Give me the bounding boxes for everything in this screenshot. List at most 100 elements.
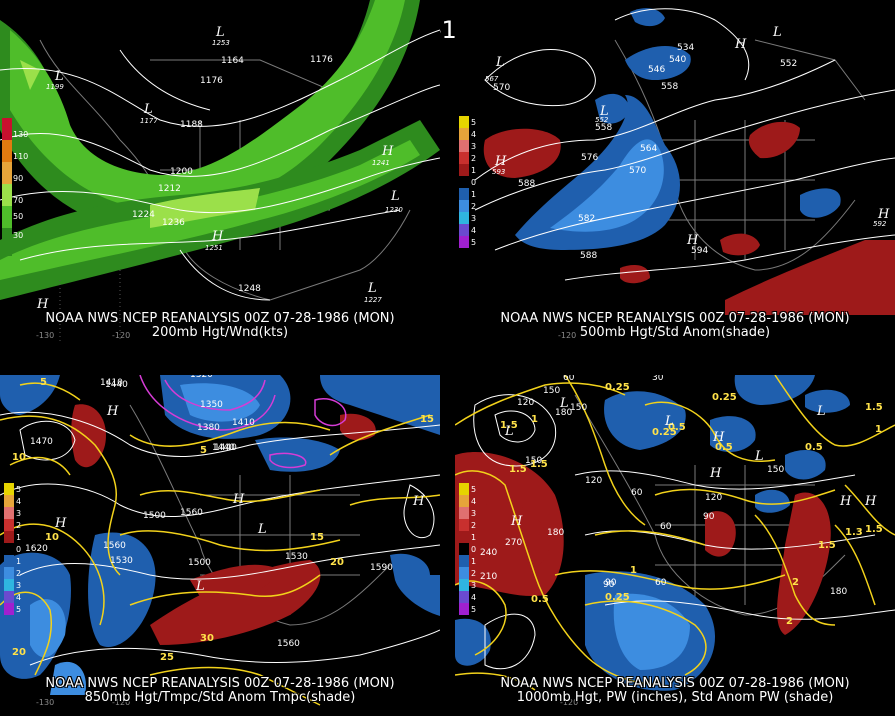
contour-label: 1440 bbox=[214, 443, 237, 453]
legend-label: 4 bbox=[471, 497, 476, 506]
legend-label: 3 bbox=[16, 581, 21, 590]
legend-label: 2 bbox=[471, 154, 476, 163]
legend-label: 3 bbox=[471, 214, 476, 223]
contour-label: 564 bbox=[640, 144, 657, 154]
pressure-center-l: L bbox=[754, 449, 764, 464]
pressure-center-l: L bbox=[195, 579, 205, 594]
pressure-center-l: L bbox=[215, 25, 225, 40]
contour-label: 567 bbox=[485, 75, 499, 83]
contour-label: 593 bbox=[492, 168, 505, 176]
pw-label: 1.5 bbox=[818, 540, 836, 551]
lon-label: -130 bbox=[36, 698, 54, 707]
contour-label: 240 bbox=[480, 548, 497, 558]
pressure-center-h: H bbox=[712, 430, 725, 445]
legend-label: 1 bbox=[16, 557, 21, 566]
contour-label: 570 bbox=[629, 166, 646, 176]
legend-label: 130 bbox=[13, 130, 28, 139]
contour-label: 534 bbox=[677, 43, 694, 53]
contour-label: 588 bbox=[580, 251, 597, 261]
temperature-contours bbox=[0, 382, 440, 706]
panel-1000mb: 5 4 3 2 1 0 1 2 3 4 5 150 120 180 150 12… bbox=[455, 375, 895, 716]
pressure-center-h: H bbox=[232, 492, 245, 507]
legend-label: 50 bbox=[13, 212, 23, 221]
contour-label: 1188 bbox=[180, 120, 203, 130]
contour-label: 60 bbox=[563, 375, 575, 383]
panel-header: NOAA NWS NCEP REANALYSIS 00Z 07-28-1986 … bbox=[500, 311, 850, 326]
contour-label: 1176 bbox=[310, 55, 333, 65]
contour-label: 558 bbox=[661, 82, 678, 92]
map-200mb: -130 -120 1164 1176 1176 1188 1177 1200 … bbox=[0, 0, 440, 341]
panel-header: NOAA NWS NCEP REANALYSIS 00Z 07-28-1986 … bbox=[45, 676, 395, 691]
contour-label: 558 bbox=[595, 123, 612, 133]
legend-label: 0 bbox=[471, 178, 476, 187]
temp-label: 20 bbox=[12, 647, 26, 658]
pressure-center-l: L bbox=[495, 55, 505, 70]
contour-label: 90 bbox=[703, 512, 715, 522]
contour-label: 1530 bbox=[110, 556, 133, 566]
pw-label: 0.25 bbox=[605, 382, 630, 393]
legend-label: 2 bbox=[471, 521, 476, 530]
contour-label: 1500 bbox=[188, 558, 211, 568]
legend-label: 110 bbox=[13, 152, 28, 161]
legend-label: 5 bbox=[471, 605, 476, 614]
pressure-center-h: H bbox=[412, 494, 425, 509]
contour-label: 552 bbox=[595, 116, 609, 124]
panel-850mb: 5 4 3 2 1 0 1 2 3 4 5 1410 1440 1320 135… bbox=[0, 375, 440, 716]
contour-label: 576 bbox=[581, 153, 598, 163]
pressure-center-l: L bbox=[257, 522, 267, 537]
legend-label: 1 bbox=[471, 190, 476, 199]
legend-label: 4 bbox=[16, 593, 21, 602]
legend-label: 1 bbox=[471, 557, 476, 566]
legend-label: 5 bbox=[471, 485, 476, 494]
legend-label: 1 bbox=[16, 533, 21, 542]
pw-label: 1.5 bbox=[509, 464, 527, 475]
pressure-center-l: L bbox=[504, 424, 514, 439]
pressure-center-h: H bbox=[211, 229, 224, 244]
panel-200mb: -130 -120 1164 1176 1176 1188 1177 1200 … bbox=[0, 0, 440, 341]
pressure-center-h: H bbox=[839, 494, 852, 509]
legend-label: 3 bbox=[471, 142, 476, 151]
panel-header: NOAA NWS NCEP REANALYSIS 00Z 07-28-1986 … bbox=[45, 311, 395, 326]
map-850mb: 5 4 3 2 1 0 1 2 3 4 5 1410 1440 1320 135… bbox=[0, 375, 440, 707]
lon-label: -130 bbox=[36, 331, 54, 340]
panel-header: NOAA NWS NCEP REANALYSIS 00Z 07-28-1986 … bbox=[500, 676, 850, 691]
contour-label: 1440 bbox=[105, 380, 128, 390]
pw-label: 2 bbox=[786, 616, 793, 627]
legend-label: 4 bbox=[471, 593, 476, 602]
contour-label: 1241 bbox=[372, 159, 390, 167]
panel-subtitle: 1000mb Hgt, PW (inches), Std Anom PW (sh… bbox=[516, 690, 834, 705]
pressure-center-l: L bbox=[599, 104, 609, 119]
panel-subtitle: 850mb Hgt/Tmpc/Std Anom Tmpc(shade) bbox=[84, 690, 356, 705]
pw-contours bbox=[455, 375, 895, 691]
contour-label: 1500 bbox=[143, 511, 166, 521]
contour-label: 150 bbox=[570, 403, 587, 413]
contour-label: 1227 bbox=[364, 296, 382, 304]
contour-label: 150 bbox=[767, 465, 784, 475]
contour-label: 90 bbox=[605, 578, 617, 588]
contour-label: 180 bbox=[547, 528, 564, 538]
legend-label: 3 bbox=[471, 581, 476, 590]
pw-label: 1.5 bbox=[530, 459, 548, 470]
temp-label: 20 bbox=[330, 557, 344, 568]
height-contours bbox=[474, 8, 895, 281]
contour-label: 1560 bbox=[103, 541, 126, 551]
temp-label: 15 bbox=[310, 532, 324, 543]
contour-label: 1530 bbox=[285, 552, 308, 562]
contour-label: 570 bbox=[493, 83, 510, 93]
legend-label: 5 bbox=[471, 118, 476, 127]
pressure-center-l: L bbox=[367, 281, 377, 296]
pw-label: 0.5 bbox=[715, 442, 733, 453]
contour-label: 1350 bbox=[200, 400, 223, 410]
contour-label: 1164 bbox=[221, 56, 244, 66]
legend-label: 5 bbox=[16, 605, 21, 614]
temp-label: 10 bbox=[12, 452, 26, 463]
anomaly-shading bbox=[0, 375, 440, 695]
pressure-center-h: H bbox=[510, 514, 523, 529]
contour-label: 60 bbox=[631, 488, 643, 498]
contour-label: 1212 bbox=[158, 184, 181, 194]
pw-label: 1.3 bbox=[845, 527, 863, 538]
panel-500mb: 5 4 3 2 1 0 1 2 3 4 5 534 540 546 552 55… bbox=[455, 0, 895, 341]
contour-label: 540 bbox=[669, 55, 686, 65]
contour-label: 1251 bbox=[205, 244, 223, 252]
contour-label: 1440 bbox=[212, 443, 235, 453]
